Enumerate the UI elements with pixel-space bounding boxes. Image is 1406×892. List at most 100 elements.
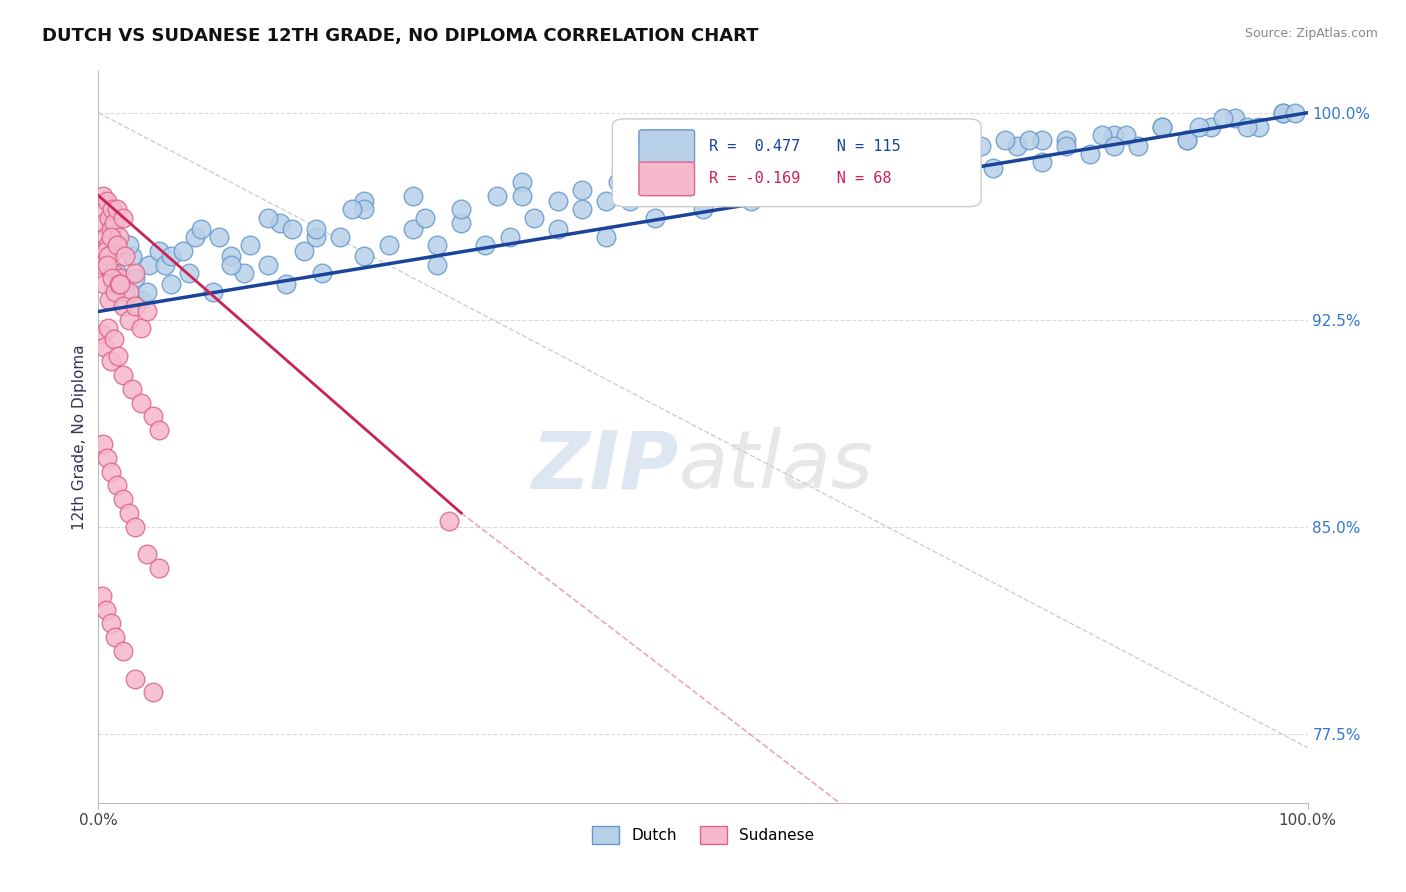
Point: [111, 368, 134, 382]
Point: [342, 202, 364, 217]
Point: [100, 465, 122, 479]
Point: [103, 216, 125, 230]
Point: [221, 249, 243, 263]
Point: [124, 299, 146, 313]
Point: [97, 321, 120, 335]
Point: [292, 244, 315, 258]
Point: [94, 602, 117, 616]
Point: [108, 230, 131, 244]
Point: [1054, 139, 1077, 153]
Point: [100, 271, 122, 285]
Point: [1284, 105, 1306, 120]
Point: [160, 249, 183, 263]
Point: [668, 183, 690, 197]
Point: [910, 155, 932, 169]
Point: [104, 630, 127, 644]
Point: [91, 258, 114, 272]
Point: [571, 183, 593, 197]
Point: [172, 244, 194, 258]
Point: [970, 139, 993, 153]
Point: [679, 175, 702, 189]
Point: [190, 221, 212, 235]
Point: [1212, 112, 1234, 126]
FancyBboxPatch shape: [613, 119, 981, 207]
Point: [114, 249, 136, 263]
Point: [101, 266, 124, 280]
Point: [142, 409, 165, 424]
Point: [813, 166, 835, 180]
Point: [402, 188, 425, 202]
Point: [129, 293, 152, 308]
Point: [353, 249, 375, 263]
Point: [118, 285, 141, 300]
Point: [1115, 128, 1137, 142]
Point: [571, 202, 593, 217]
Point: [111, 211, 134, 225]
Point: [450, 202, 472, 217]
Point: [100, 354, 122, 368]
Point: [486, 188, 509, 202]
Point: [118, 238, 141, 252]
Point: [1018, 133, 1040, 147]
Point: [957, 147, 980, 161]
Point: [239, 238, 262, 252]
Point: [631, 166, 654, 180]
Point: [108, 277, 131, 291]
Text: R = -0.169    N = 68: R = -0.169 N = 68: [709, 171, 891, 186]
Point: [849, 147, 872, 161]
Point: [1175, 133, 1198, 147]
Point: [837, 183, 859, 197]
Point: [114, 285, 136, 300]
Point: [91, 326, 114, 341]
Point: [281, 221, 304, 235]
Point: [160, 277, 183, 291]
Point: [789, 161, 811, 175]
Point: [547, 221, 569, 235]
Point: [1078, 147, 1101, 161]
Point: [692, 175, 714, 189]
Point: [1272, 105, 1295, 120]
FancyBboxPatch shape: [638, 130, 695, 163]
Point: [377, 238, 399, 252]
Point: [728, 166, 751, 180]
Point: [148, 423, 170, 437]
Point: [135, 304, 157, 318]
Point: [124, 266, 146, 280]
Text: Source: ZipAtlas.com: Source: ZipAtlas.com: [1244, 27, 1378, 40]
Point: [692, 202, 714, 217]
Point: [129, 395, 152, 409]
Point: [523, 211, 546, 225]
Point: [1272, 105, 1295, 120]
Point: [103, 332, 125, 346]
Point: [510, 175, 533, 189]
Point: [124, 520, 146, 534]
Point: [644, 211, 666, 225]
Point: [595, 230, 617, 244]
Point: [269, 216, 291, 230]
Point: [1223, 112, 1246, 126]
Point: [93, 277, 115, 291]
Point: [934, 155, 956, 169]
Point: [311, 266, 333, 280]
Point: [118, 506, 141, 520]
Point: [105, 266, 128, 280]
Point: [97, 238, 120, 252]
Point: [135, 285, 157, 300]
Point: [510, 188, 533, 202]
Point: [232, 266, 254, 280]
Point: [153, 258, 176, 272]
Point: [93, 216, 115, 230]
Point: [97, 249, 120, 263]
Point: [121, 249, 143, 263]
Point: [94, 230, 117, 244]
Point: [994, 133, 1017, 147]
Point: [849, 166, 872, 180]
Point: [860, 161, 883, 175]
Text: ZIP: ZIP: [531, 427, 679, 506]
Point: [108, 271, 131, 285]
Point: [1199, 120, 1222, 134]
Point: [221, 258, 243, 272]
Point: [107, 349, 129, 363]
Point: [426, 258, 449, 272]
Point: [274, 277, 297, 291]
